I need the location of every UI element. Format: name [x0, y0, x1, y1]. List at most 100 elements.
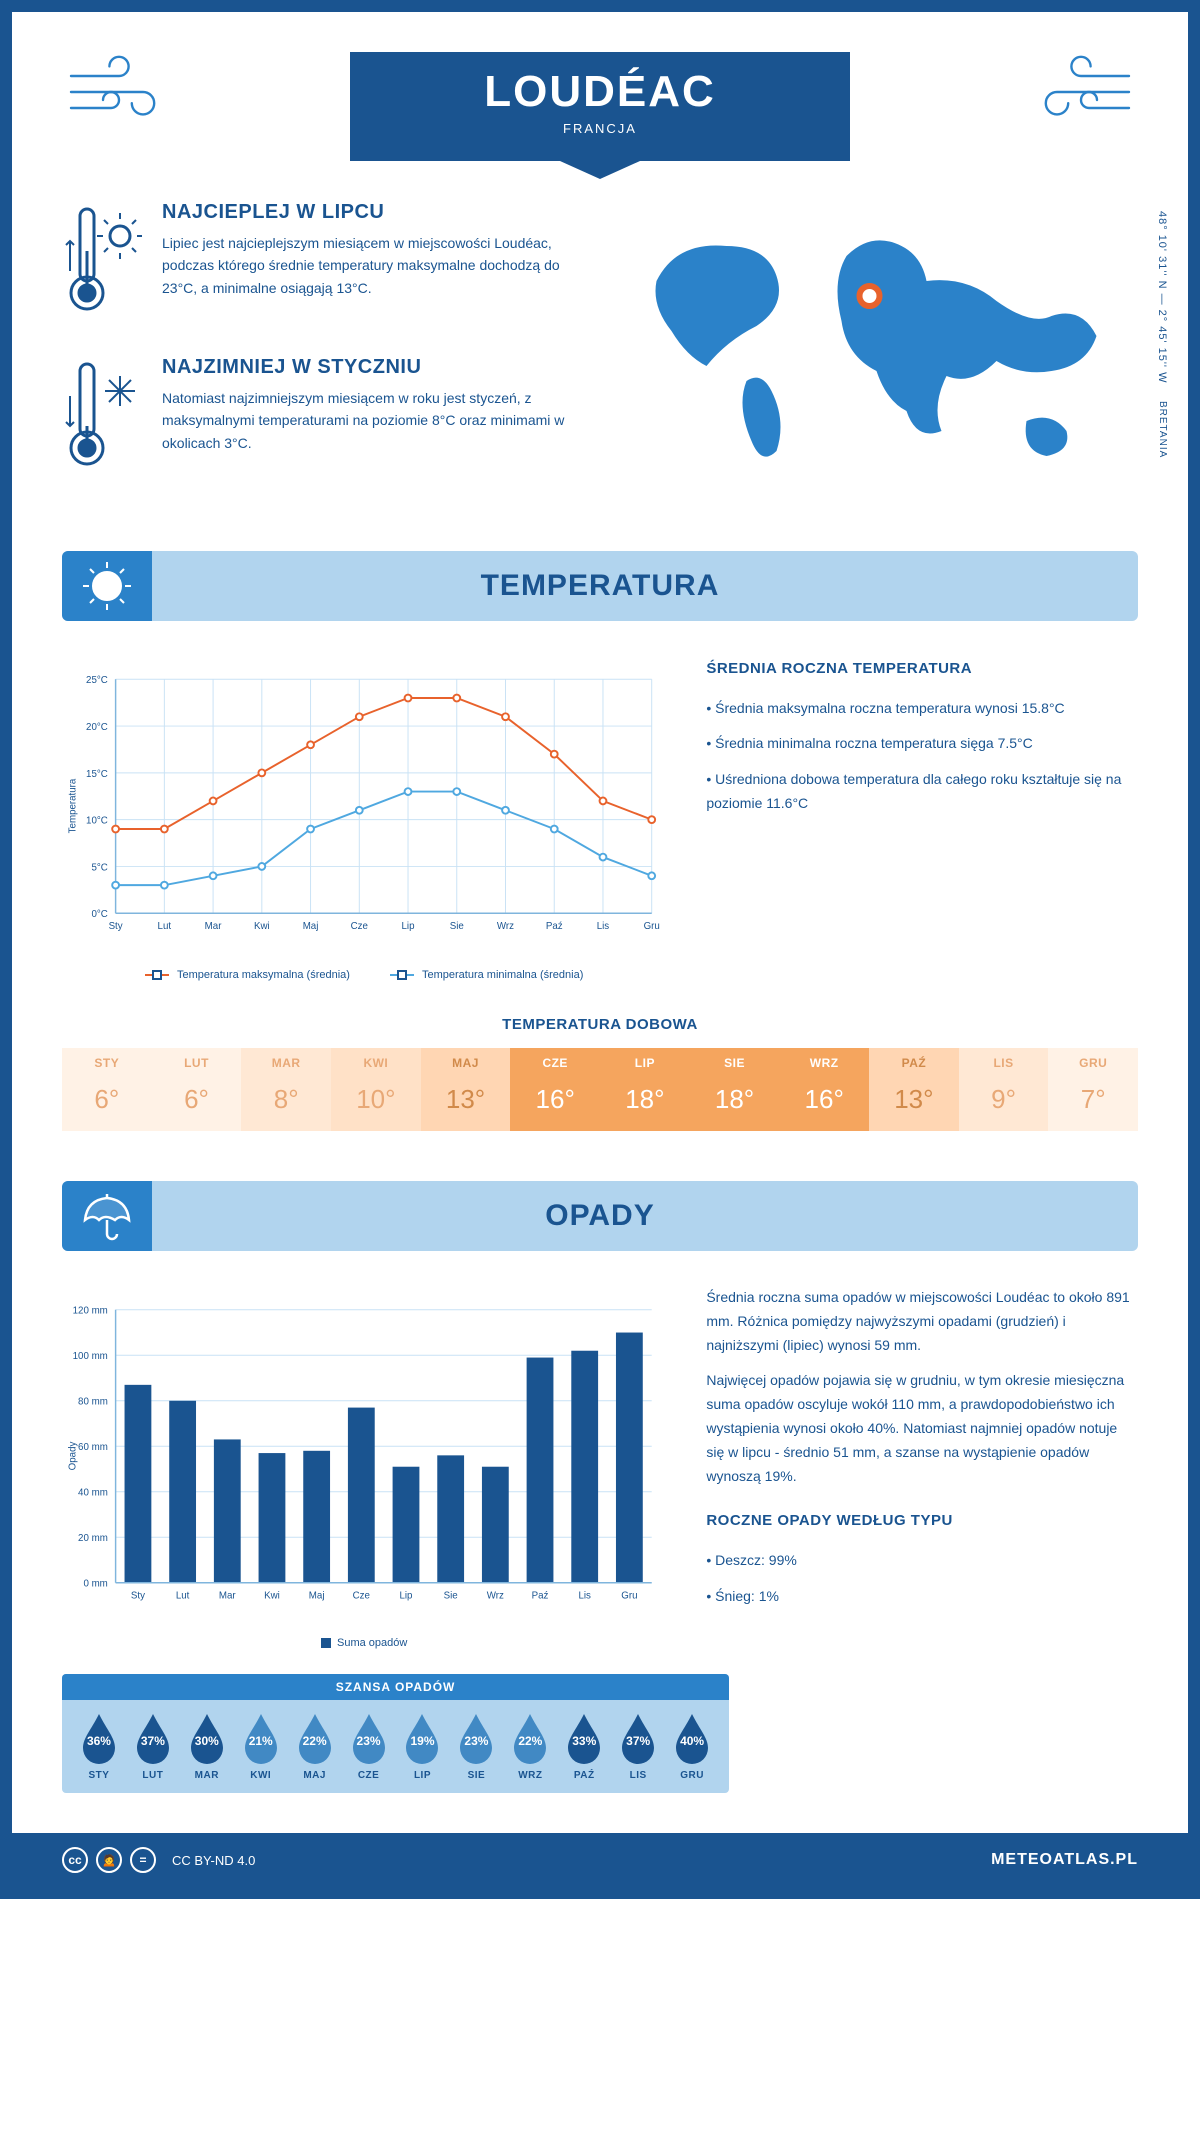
chance-cell: 22% MAJ	[288, 1712, 342, 1781]
svg-text:Lip: Lip	[399, 1590, 412, 1601]
month-value: 6°	[62, 1084, 152, 1115]
summary-title: ŚREDNIA ROCZNA TEMPERATURA	[706, 656, 1138, 682]
month-value: 13°	[869, 1084, 959, 1115]
cc-icon: cc	[62, 1847, 88, 1873]
wind-icon-right	[1008, 52, 1138, 137]
chance-cell: 30% MAR	[180, 1712, 234, 1781]
daily-temp-cell: CZE16°	[510, 1048, 600, 1131]
svg-text:10°C: 10°C	[86, 816, 108, 827]
chance-value: 23%	[357, 1734, 381, 1748]
precipitation-title: OPADY	[62, 1199, 1138, 1233]
umbrella-icon	[62, 1181, 152, 1251]
precipitation-header: OPADY	[62, 1181, 1138, 1251]
chance-value: 30%	[195, 1734, 219, 1748]
legend-min: Temperatura minimalna (średnia)	[390, 969, 583, 981]
month-value: 6°	[152, 1084, 242, 1115]
svg-text:100 mm: 100 mm	[73, 1351, 108, 1362]
thermometer-sun-icon	[62, 201, 142, 326]
chance-month: GRU	[665, 1770, 719, 1781]
raindrop-icon: 40%	[671, 1712, 713, 1764]
chance-value: 37%	[626, 1734, 650, 1748]
chance-month: CZE	[342, 1770, 396, 1781]
chance-month: MAR	[180, 1770, 234, 1781]
thermometer-snow-icon	[62, 356, 142, 481]
chance-month: LIP	[396, 1770, 450, 1781]
region-label: BRETANIA	[1157, 401, 1168, 458]
chance-cell: 23% SIE	[449, 1712, 503, 1781]
month-value: 16°	[779, 1084, 869, 1115]
chance-value: 23%	[464, 1734, 488, 1748]
month-value: 9°	[959, 1084, 1049, 1115]
precip-para2: Najwięcej opadów pojawia się w grudniu, …	[706, 1369, 1138, 1488]
sun-icon	[62, 551, 152, 621]
month-label: SIE	[690, 1056, 780, 1070]
svg-text:Sie: Sie	[450, 921, 464, 932]
header: LOUDÉAC FRANCJA	[62, 52, 1138, 161]
chance-month: LUT	[126, 1770, 180, 1781]
svg-text:0 mm: 0 mm	[83, 1579, 107, 1590]
temperature-legend: Temperatura maksymalna (średnia) Tempera…	[62, 969, 666, 981]
chance-month: MAJ	[288, 1770, 342, 1781]
svg-text:Opady: Opady	[68, 1442, 79, 1471]
month-label: CZE	[510, 1056, 600, 1070]
coldest-fact: NAJZIMNIEJ W STYCZNIU Natomiast najzimni…	[62, 356, 585, 481]
coldest-title: NAJZIMNIEJ W STYCZNIU	[162, 356, 585, 379]
license-block: cc 🙍 = CC BY-ND 4.0	[62, 1847, 255, 1873]
svg-text:20°C: 20°C	[86, 722, 108, 733]
warmest-text: Lipiec jest najcieplejszym miesiącem w m…	[162, 232, 585, 299]
svg-text:Sty: Sty	[131, 1590, 145, 1601]
svg-text:Wrz: Wrz	[487, 1590, 504, 1601]
daily-temp-cell: LIS9°	[959, 1048, 1049, 1131]
month-value: 10°	[331, 1084, 421, 1115]
svg-text:Cze: Cze	[353, 1590, 370, 1601]
legend-min-label: Temperatura minimalna (średnia)	[422, 969, 583, 981]
chance-value: 36%	[87, 1734, 111, 1748]
wind-icon-left	[62, 52, 192, 137]
daily-temp-cell: PAŹ13°	[869, 1048, 959, 1131]
svg-text:Lut: Lut	[158, 921, 172, 932]
svg-text:Temperatura: Temperatura	[68, 778, 79, 833]
intro-section: NAJCIEPLEJ W LIPCU Lipiec jest najcieple…	[62, 201, 1138, 511]
chance-cell: 40% GRU	[665, 1712, 719, 1781]
daily-temp-cell: MAR8°	[241, 1048, 331, 1131]
temperature-body: 0°C5°C10°C15°C20°C25°CStyLutMarKwiMajCze…	[62, 656, 1138, 981]
daily-temperature: TEMPERATURA DOBOWA STY6°LUT6°MAR8°KWI10°…	[62, 1016, 1138, 1131]
chance-cell: 33% PAŹ	[557, 1712, 611, 1781]
raindrop-icon: 36%	[78, 1712, 120, 1764]
svg-text:Sie: Sie	[444, 1590, 458, 1601]
precipitation-body: 0 mm20 mm40 mm60 mm80 mm100 mm120 mmStyL…	[62, 1286, 1138, 1649]
coordinates-label: 48° 10' 31'' N — 2° 45' 15'' W	[1156, 211, 1168, 383]
precipitation-chart: 0 mm20 mm40 mm60 mm80 mm100 mm120 mmStyL…	[62, 1286, 666, 1649]
svg-text:Gru: Gru	[621, 1590, 637, 1601]
chance-value: 22%	[303, 1734, 327, 1748]
month-label: KWI	[331, 1056, 421, 1070]
raindrop-icon: 30%	[186, 1712, 228, 1764]
month-value: 7°	[1048, 1084, 1138, 1115]
svg-text:Sty: Sty	[109, 921, 123, 932]
month-value: 18°	[690, 1084, 780, 1115]
svg-text:Wrz: Wrz	[497, 921, 514, 932]
chance-cell: 21% KWI	[234, 1712, 288, 1781]
svg-text:120 mm: 120 mm	[73, 1306, 108, 1317]
raindrop-icon: 33%	[563, 1712, 605, 1764]
map-column: 48° 10' 31'' N — 2° 45' 15'' W BRETANIA	[615, 201, 1138, 511]
chance-month: SIE	[449, 1770, 503, 1781]
temperature-chart: 0°C5°C10°C15°C20°C25°CStyLutMarKwiMajCze…	[62, 656, 666, 981]
month-label: WRZ	[779, 1056, 869, 1070]
precip-type-title: ROCZNE OPADY WEDŁUG TYPU	[706, 1508, 1138, 1534]
chance-value: 40%	[680, 1734, 704, 1748]
coldest-text: Natomiast najzimniejszym miesiącem w rok…	[162, 387, 585, 454]
svg-text:40 mm: 40 mm	[78, 1488, 108, 1499]
footer: cc 🙍 = CC BY-ND 4.0 METEOATLAS.PL	[12, 1833, 1188, 1887]
title-banner: LOUDÉAC FRANCJA	[350, 52, 850, 161]
fact-content: NAJZIMNIEJ W STYCZNIU Natomiast najzimni…	[162, 356, 585, 481]
chance-cell: 36% STY	[72, 1712, 126, 1781]
chance-value: 19%	[410, 1734, 434, 1748]
svg-text:80 mm: 80 mm	[78, 1397, 108, 1408]
raindrop-icon: 22%	[294, 1712, 336, 1764]
svg-text:15°C: 15°C	[86, 769, 108, 780]
city-title: LOUDÉAC	[430, 67, 770, 117]
svg-text:Gru: Gru	[644, 921, 660, 932]
svg-text:Mar: Mar	[219, 1590, 237, 1601]
chance-month: WRZ	[503, 1770, 557, 1781]
